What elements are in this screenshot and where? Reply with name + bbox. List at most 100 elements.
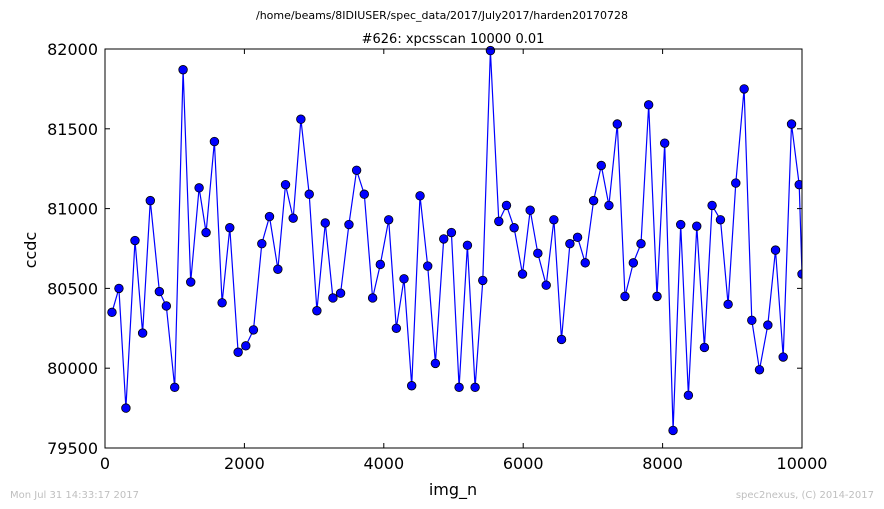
data-point [161,301,172,311]
data-point [186,277,196,287]
data-point [778,352,788,362]
x-tick-label: 8000 [642,454,683,473]
data-point [446,227,457,238]
y-tick-label: 81500 [47,120,98,139]
data-point [430,358,441,369]
data-point [786,119,797,129]
data-point [312,306,322,316]
data-point [549,215,559,225]
chart-title: #626: xpcsscan 10000 0.01 [362,32,545,47]
data-point [676,219,686,230]
data-point [359,189,369,199]
data-point [320,218,330,228]
data-point [367,293,378,303]
data-point [770,245,781,255]
data-point [556,334,567,345]
data-point [273,264,283,274]
data-point [628,258,639,268]
data-point [588,195,599,206]
data-point [248,325,259,335]
data-point [739,84,749,94]
data-point [462,240,473,251]
data-point [178,65,188,75]
data-point [280,179,291,190]
data-point [351,165,362,175]
plot-frame [104,48,803,449]
data-point [797,269,802,279]
data-point [406,381,417,391]
data-point [723,299,733,310]
data-point [130,235,140,246]
data-point [478,275,488,286]
x-tick-label: 4000 [363,454,404,473]
data-point [501,200,512,211]
y-tick-label: 80000 [47,359,98,378]
data-point [383,215,394,225]
data-point [225,223,235,233]
data-point [715,215,726,225]
data-point [201,227,211,238]
footer-timestamp: Mon Jul 31 14:33:17 2017 [10,490,139,501]
data-point [580,258,590,268]
data-point [652,291,662,302]
data-point [145,195,156,206]
data-point [423,261,433,271]
data-point [668,425,678,436]
data-point [525,205,535,215]
data-point [533,248,543,258]
data-point [659,138,670,148]
data-point [257,239,267,249]
x-tick-label: 6000 [503,454,544,473]
y-axis-label: ccdc [21,232,40,269]
data-point [241,341,251,351]
data-point [154,286,165,297]
data-point [107,307,117,318]
y-tick-label: 81000 [47,200,98,219]
y-tick-label: 80500 [47,279,98,298]
data-point [541,280,551,290]
y-tick-label: 82000 [47,40,98,59]
data-point [391,323,402,334]
x-tick-label: 2000 [224,454,265,473]
data-point [604,200,614,211]
data-point [612,119,622,129]
data-point [747,315,757,326]
data-point [470,382,480,393]
data-point [699,342,710,353]
x-tick-label: 0 [100,454,110,473]
data-point [375,259,386,270]
data-point [454,382,464,393]
data-point [399,274,409,284]
data-point [335,288,346,298]
data-point [707,200,717,211]
data-point [763,320,773,330]
data-point [754,365,765,375]
data-point [137,328,148,338]
data-point [596,160,606,171]
data-point [794,179,802,190]
data-point [494,216,504,227]
data-point [194,183,204,193]
data-point [439,234,449,244]
data-point [344,219,354,230]
data-point [509,223,519,233]
data-point [415,191,425,201]
data-point [683,390,694,401]
data-point [692,221,702,231]
series-line [111,50,802,431]
data-point [485,45,496,56]
data-point [328,293,338,303]
data-point [304,189,314,199]
data-point [264,211,275,222]
chart-suptitle: /home/beams/8IDIUSER/spec_data/2017/July… [256,9,628,22]
data-point [288,213,298,223]
data-point [296,114,306,124]
data-point [209,136,220,147]
data-point [620,291,630,302]
x-tick-label: 10000 [777,454,828,473]
plot-area: 0 2000 4000 6000 8000 10000 79500 80000 80500 810… [47,40,827,473]
data-point [121,403,131,413]
data-point [169,382,180,393]
data-point [114,283,124,294]
